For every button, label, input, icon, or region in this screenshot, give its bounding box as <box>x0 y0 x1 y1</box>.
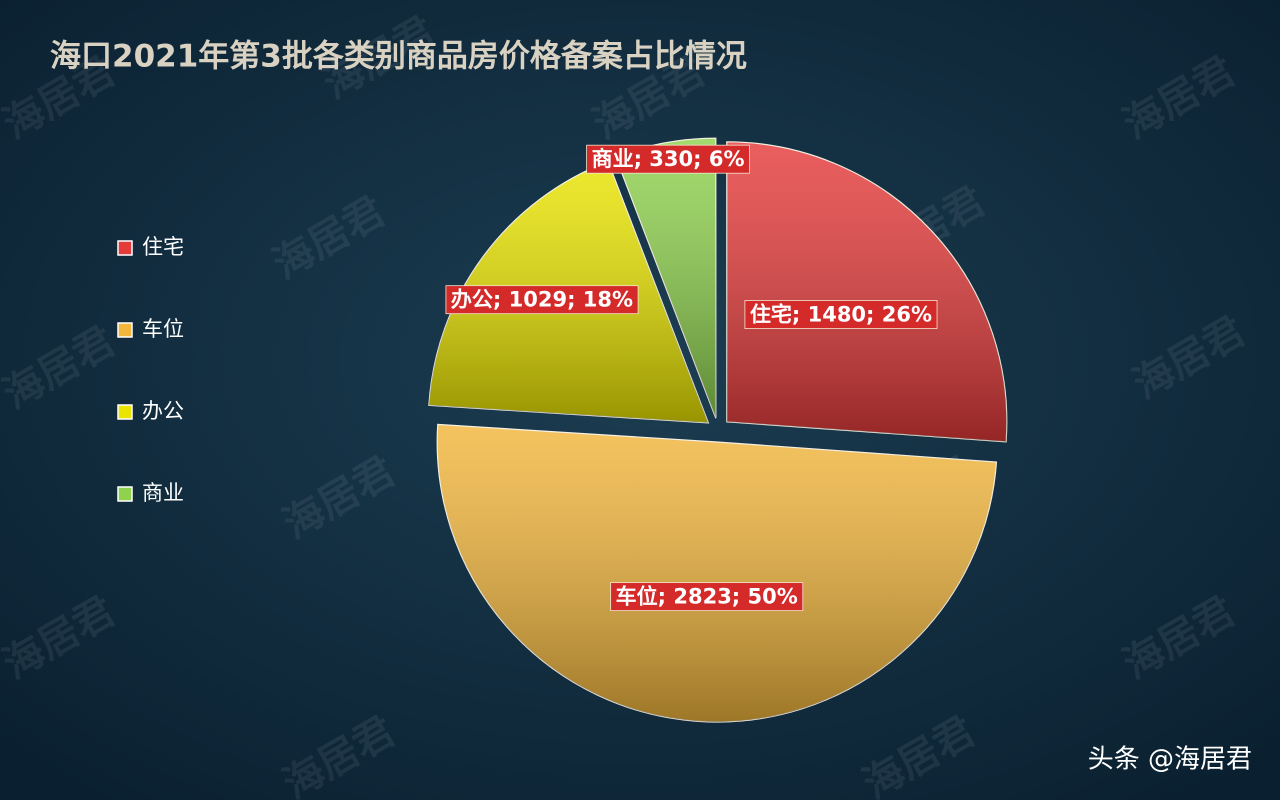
legend-swatch <box>117 486 133 502</box>
data-label-bg <box>445 285 639 315</box>
legend-label: 商业 <box>142 481 184 505</box>
legend-label: 车位 <box>142 317 184 341</box>
legend-label: 办公 <box>142 399 184 423</box>
legend-swatch <box>117 404 133 420</box>
data-label: 办公; 1029; 18% <box>451 288 633 312</box>
footer: 头条 @海居君 <box>1088 745 1252 775</box>
data-label-bg <box>610 582 804 612</box>
legend-label: 住宅 <box>142 235 184 259</box>
data-label: 商业; 330; 6% <box>592 147 745 171</box>
data-label-bg <box>586 144 750 174</box>
data-label: 住宅; 1480; 26% <box>750 303 932 327</box>
data-label-bg <box>744 300 938 329</box>
data-label: 车位; 2823; 50% <box>616 585 798 609</box>
legend-swatch <box>117 240 133 256</box>
legend-swatch <box>117 322 133 338</box>
chart-title: 海口2021年第3批各类别商品房价格备案占比情况 <box>50 39 747 75</box>
